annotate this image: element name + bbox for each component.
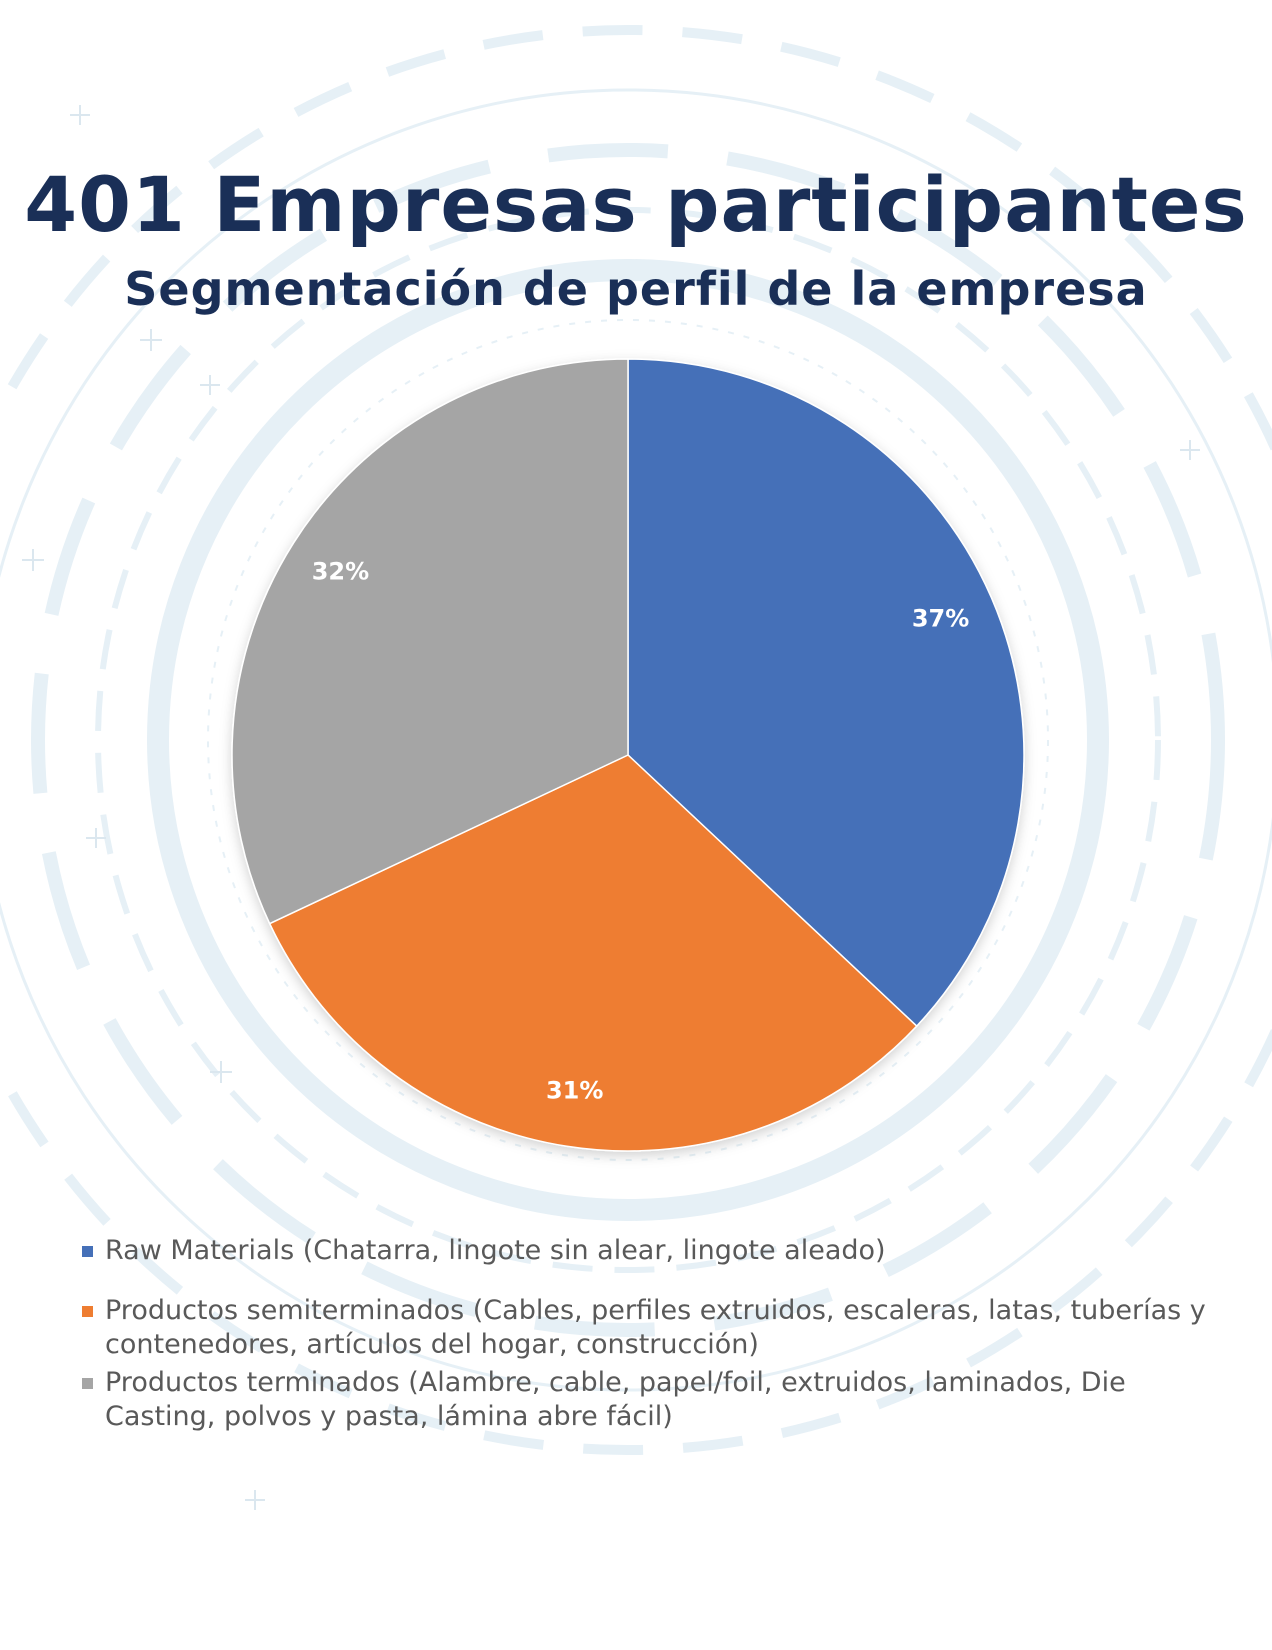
legend-swatch-terminados [82, 1378, 93, 1389]
legend-item-raw-materials: Raw Materials (Chatarra, lingote sin ale… [82, 1234, 1222, 1268]
legend-label-semiterminados: Productos semiterminados (Cables, perfil… [105, 1295, 1206, 1360]
data-label-terminados: 32% [312, 558, 369, 586]
pie-slice-terminados [231, 358, 629, 925]
chart-legend: Raw Materials (Chatarra, lingote sin ale… [82, 1234, 1222, 1460]
legend-item-terminados: Productos terminados (Alambre, cable, pa… [82, 1366, 1222, 1434]
legend-label-terminados: Productos terminados (Alambre, cable, pa… [105, 1367, 1126, 1432]
legend-swatch-raw-materials [82, 1246, 93, 1257]
chart-subtitle: Segmentación de perfil de la empresa [124, 262, 1148, 316]
pie-slice-raw-materials [627, 358, 1025, 1028]
legend-item-semiterminados: Productos semiterminados (Cables, perfil… [82, 1294, 1222, 1362]
data-label-semiterminados: 31% [546, 1076, 603, 1104]
pie-slice-semiterminados [268, 754, 918, 1152]
legend-swatch-semiterminados [82, 1306, 93, 1317]
page-title: 401 Empresas participantes [24, 160, 1248, 249]
legend-label-raw-materials: Raw Materials (Chatarra, lingote sin ale… [105, 1235, 886, 1266]
data-label-raw-materials: 37% [912, 605, 969, 633]
